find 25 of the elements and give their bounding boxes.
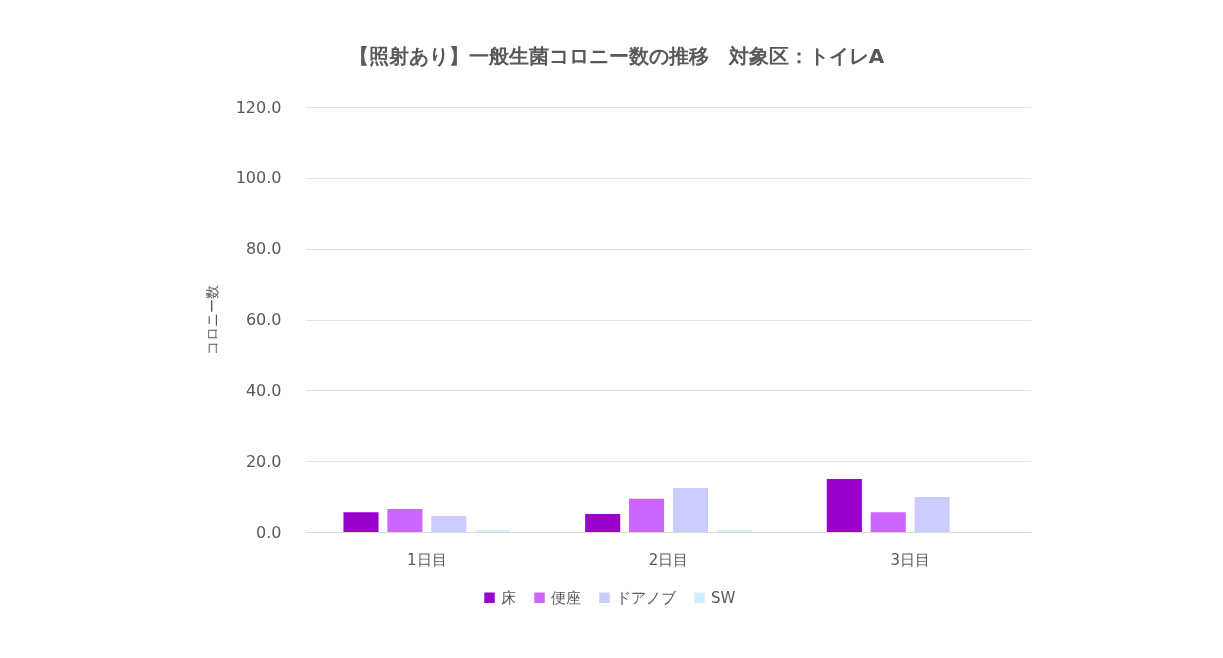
y-tick-label: 20.0 — [245, 451, 282, 471]
bar — [431, 516, 467, 532]
chart-title: 【照射あり】一般生菌コロニー数の推移 対象区：トイレA — [348, 44, 885, 68]
bar — [343, 512, 379, 532]
x-tick-label: 2日目 — [648, 550, 689, 569]
legend-label: 便座 — [551, 588, 581, 607]
y-tick-label: 0.0 — [256, 522, 282, 542]
y-axis-title: コロニー数 — [203, 285, 220, 355]
y-tick-label: 80.0 — [245, 239, 282, 259]
x-tick-label: 1日目 — [407, 550, 447, 569]
bar — [914, 496, 950, 532]
y-tick-label: 60.0 — [245, 310, 282, 329]
legend-label: 床 — [501, 588, 516, 607]
bar — [672, 488, 708, 532]
bar — [629, 498, 665, 532]
legend-label: ドアノブ — [616, 588, 677, 607]
bar — [870, 512, 906, 532]
bar — [826, 478, 862, 532]
y-tick-label: 100.0 — [235, 168, 282, 188]
y-tick-label: 40.0 — [245, 380, 282, 400]
x-tick-label: 3日目 — [890, 550, 930, 569]
bar — [387, 508, 423, 532]
bar — [585, 513, 621, 532]
y-tick-label: 120.0 — [235, 97, 282, 117]
legend-label: SW — [711, 588, 736, 607]
